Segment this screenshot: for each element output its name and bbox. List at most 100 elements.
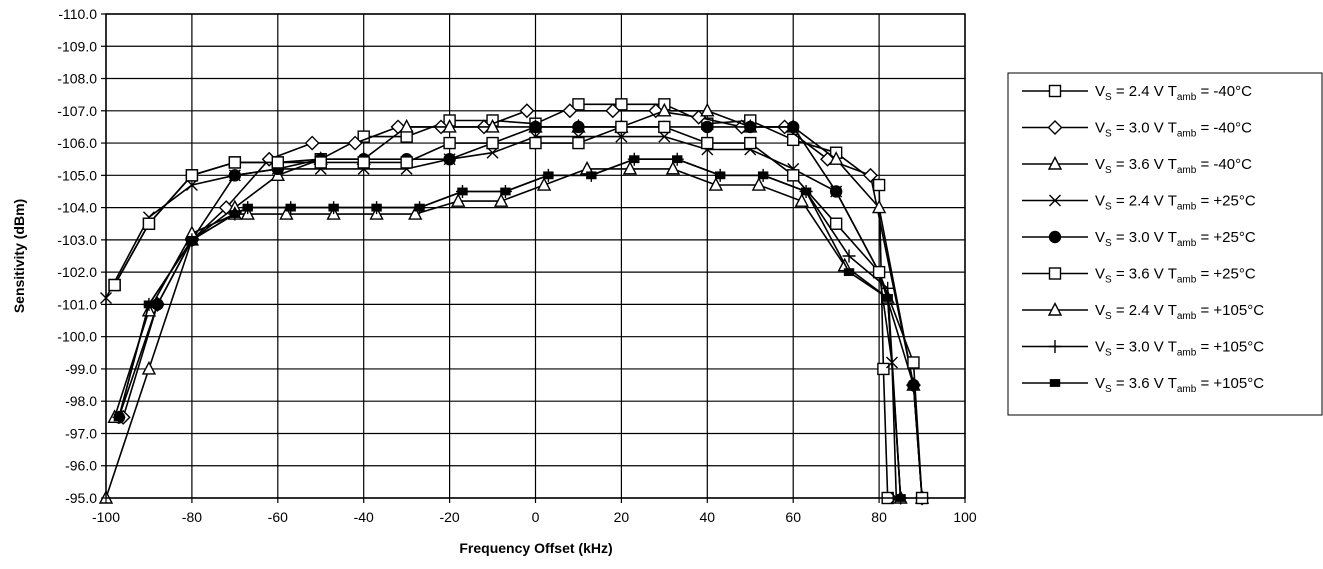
y-tick-label: -97.0 — [65, 425, 97, 441]
legend-subscript: amb — [1177, 92, 1197, 103]
y-axis-title: Sensitivity (dBm) — [11, 199, 27, 313]
data-point — [228, 169, 242, 182]
data-point — [701, 136, 714, 150]
data-point — [872, 265, 886, 279]
legend-marker — [1049, 379, 1061, 387]
legend-text-part: V — [1095, 229, 1105, 246]
legend-text-part: = 2.4 V T — [1112, 83, 1177, 100]
legend-subscript: S — [1105, 129, 1112, 140]
data-point — [586, 171, 597, 180]
x-tick-label: -20 — [439, 509, 459, 525]
data-point — [113, 413, 125, 422]
data-point — [658, 120, 671, 134]
legend-subscript: S — [1105, 311, 1112, 322]
x-axis-ticks: -100 -80 -60 -40 -20 0 20 40 60 80 100 — [92, 498, 977, 525]
y-tick-label: -103.0 — [57, 232, 97, 248]
x-tick-label: 40 — [700, 509, 716, 525]
data-point — [279, 206, 294, 220]
x-tick-label: 100 — [953, 509, 977, 525]
data-point — [442, 118, 457, 133]
data-point — [714, 171, 726, 180]
legend-subscript: S — [1105, 238, 1112, 249]
legend-subscript: amb — [1177, 165, 1197, 176]
x-tick-label: 60 — [785, 509, 801, 525]
data-point — [186, 235, 198, 244]
legend-subscript: S — [1105, 275, 1112, 286]
y-tick-label: -105.0 — [57, 167, 97, 183]
legend-item-8: VS = 3.0 V Tamb = +105°C — [1022, 339, 1264, 359]
y-tick-label: -104.0 — [57, 200, 97, 216]
legend-box — [1007, 72, 1323, 416]
data-point — [108, 278, 121, 292]
legend-subscript: amb — [1177, 311, 1197, 322]
legend-subscript: S — [1105, 348, 1112, 359]
legend-text-part: = 3.0 V T — [1112, 339, 1177, 356]
legend-text-part: = +25°C — [1196, 266, 1256, 283]
legend-text-part: V — [1095, 120, 1105, 137]
data-point — [242, 203, 253, 212]
legend-label: VS = 2.4 V Tamb = -40°C — [1095, 83, 1252, 103]
x-tick-label: -80 — [182, 509, 202, 525]
data-point — [829, 185, 843, 198]
legend-text-part: V — [1095, 339, 1105, 356]
x-tick-label: 80 — [871, 509, 887, 525]
legend-label: VS = 3.6 V Tamb = +25°C — [1095, 266, 1256, 286]
data-point — [347, 135, 363, 151]
legend-marker — [1048, 267, 1062, 280]
y-tick-label: -108.0 — [57, 71, 97, 87]
data-point — [562, 103, 578, 119]
legend: VS = 2.4 V Tamb = -40°CVS = 3.0 V Tamb =… — [1007, 72, 1323, 416]
data-point — [399, 118, 414, 133]
data-point — [842, 249, 856, 263]
legend-text-part: = +105°C — [1196, 375, 1264, 392]
data-point — [605, 103, 621, 119]
data-point — [700, 102, 715, 117]
legend-item-6: VS = 3.6 V Tamb = +25°C — [1022, 266, 1256, 286]
legend-subscript: S — [1105, 165, 1112, 176]
legend-marker — [1047, 120, 1063, 135]
data-point — [829, 217, 843, 230]
data-point — [141, 360, 157, 375]
data-point — [371, 203, 382, 212]
data-point — [881, 281, 895, 295]
x-tick-label: -100 — [92, 509, 120, 525]
data-point — [882, 294, 893, 302]
data-point — [543, 171, 554, 180]
data-point — [828, 151, 844, 165]
y-tick-label: -99.0 — [65, 361, 97, 377]
data-point — [304, 135, 320, 151]
data-point — [529, 136, 542, 150]
data-point — [228, 156, 242, 169]
legend-subscript: amb — [1177, 129, 1197, 140]
data-point — [665, 160, 681, 175]
legend-label: VS = 3.0 V Tamb = +105°C — [1095, 339, 1264, 359]
legend-item-5: VS = 3.0 V Tamb = +25°C — [1022, 229, 1256, 249]
x-tick-label: -40 — [354, 509, 374, 525]
y-tick-label: -107.0 — [57, 103, 97, 119]
data-point — [800, 187, 812, 196]
legend-text-part: = 3.6 V T — [1112, 156, 1177, 173]
data-point — [486, 136, 499, 150]
data-point — [907, 378, 920, 392]
series-5 — [112, 120, 929, 505]
legend-marker — [1049, 194, 1061, 207]
y-tick-label: -101.0 — [57, 296, 97, 312]
series-line — [118, 126, 923, 499]
data-point — [701, 120, 714, 134]
y-tick-label: -106.0 — [57, 135, 97, 151]
data-point — [794, 193, 809, 207]
data-point — [787, 169, 800, 182]
data-point — [314, 156, 327, 169]
data-point — [615, 120, 628, 134]
y-tick-label: -100.0 — [57, 329, 97, 345]
data-point — [744, 120, 757, 134]
data-point — [500, 187, 511, 196]
grid-lines — [105, 13, 966, 499]
legend-text-part: V — [1095, 156, 1105, 173]
data-point — [751, 177, 766, 191]
legend-text-part: = 2.4 V T — [1112, 193, 1177, 210]
data-point — [672, 155, 683, 164]
legend-subscript: amb — [1177, 384, 1197, 395]
legend-text-part: = +105°C — [1196, 339, 1264, 356]
data-point — [357, 130, 370, 143]
